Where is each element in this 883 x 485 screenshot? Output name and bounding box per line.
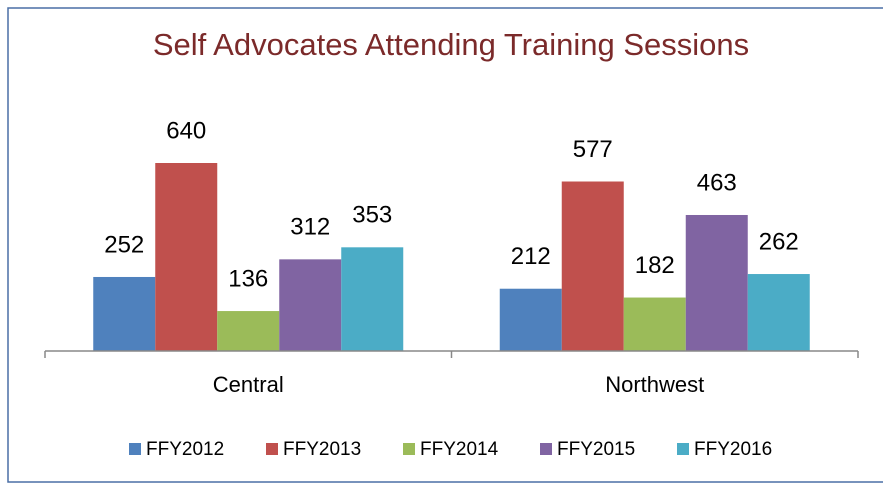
legend-label: FFY2016	[694, 439, 772, 460]
data-label: 463	[697, 169, 737, 196]
data-label: 182	[635, 252, 675, 279]
legend-swatch	[403, 443, 415, 455]
data-label: 136	[228, 265, 268, 292]
legend-label: FFY2014	[420, 439, 499, 460]
legend-swatch	[540, 443, 552, 455]
bar	[623, 297, 686, 351]
legend-label: FFY2013	[283, 439, 361, 460]
legend-label: FFY2015	[557, 439, 635, 460]
data-label: 640	[166, 117, 206, 144]
data-label: 312	[290, 214, 330, 241]
chart-title: Self Advocates Attending Training Sessio…	[153, 27, 749, 62]
bar	[499, 288, 562, 351]
data-label: 577	[573, 136, 613, 163]
data-label: 252	[104, 231, 144, 258]
data-label: 212	[511, 243, 551, 270]
bar	[561, 181, 624, 351]
legend-swatch	[129, 443, 141, 455]
legend-label: FFY2012	[146, 439, 224, 460]
bar	[747, 274, 810, 351]
bar	[93, 276, 156, 351]
data-label: 262	[759, 228, 799, 255]
bar	[341, 247, 404, 351]
bar	[685, 214, 748, 351]
legend-swatch	[266, 443, 278, 455]
bar	[279, 259, 342, 351]
bar	[155, 163, 218, 351]
x-tick-label: Central	[213, 372, 284, 397]
legend-swatch	[677, 443, 689, 455]
data-label: 353	[352, 202, 392, 229]
bar	[217, 311, 280, 351]
frame	[7, 7, 883, 483]
x-tick-label: Northwest	[605, 372, 704, 397]
